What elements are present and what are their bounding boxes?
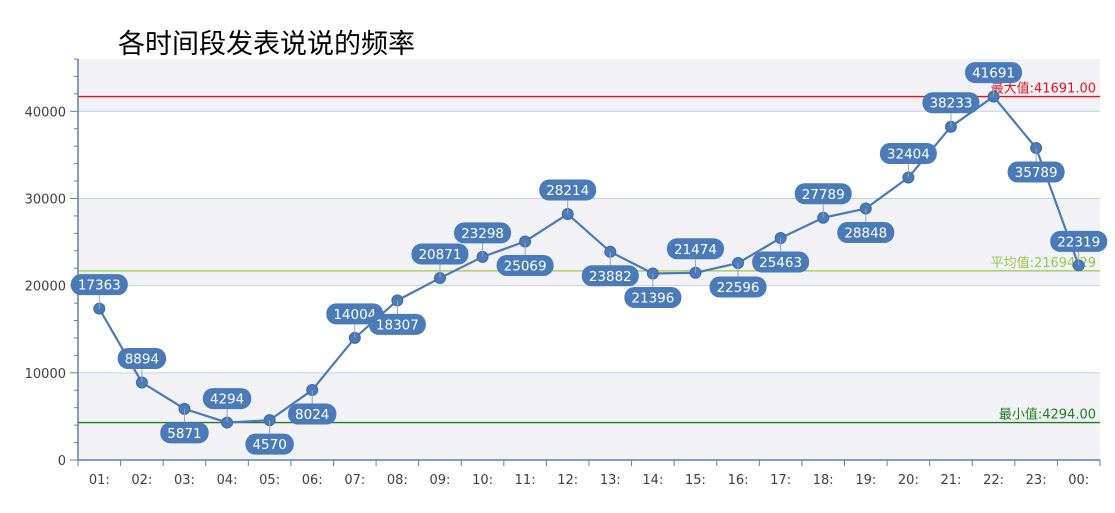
data-label: 22319: [1057, 234, 1100, 250]
y-tick-label: 20000: [25, 280, 66, 295]
data-label: 28848: [844, 226, 887, 242]
data-label-box: [624, 286, 682, 308]
data-label: 23298: [461, 226, 504, 242]
data-label: 21396: [631, 290, 674, 306]
x-tick-label: 02:: [131, 473, 152, 488]
x-tick-label: 11:: [515, 473, 536, 488]
data-label-box: [326, 303, 384, 325]
data-label: 28214: [546, 183, 589, 199]
x-tick-label: 12:: [557, 473, 578, 488]
x-tick-label: 17:: [770, 473, 791, 488]
chart-title: 各时间段发表说说的频率: [118, 29, 415, 60]
reference-line-label: 平均值:21694.29: [991, 255, 1096, 271]
plot-band: [78, 372, 1100, 460]
data-label-box: [117, 347, 167, 369]
data-label-box: [539, 179, 597, 201]
data-label-box: [709, 276, 767, 298]
y-tick-label: 40000: [25, 105, 66, 120]
x-tick-label: 21:: [940, 473, 961, 488]
data-label: 18307: [376, 317, 419, 333]
plot-bands: [78, 59, 1100, 460]
reference-line-label: 最小值:4294.00: [999, 407, 1096, 423]
x-tick-label: 16:: [728, 473, 749, 488]
data-label-box: [160, 422, 209, 444]
x-tick-label: 04:: [217, 473, 238, 488]
data-label: 14004: [333, 307, 376, 323]
data-label: 38233: [929, 96, 972, 112]
x-tick-label: 09:: [429, 473, 450, 488]
x-tick-label: 22:: [983, 473, 1004, 488]
x-tick-label: 19:: [855, 473, 876, 488]
data-label-box: [666, 238, 724, 260]
data-label-box: [837, 222, 895, 244]
data-label: 4570: [252, 437, 286, 453]
x-tick-label: 01:: [89, 473, 110, 488]
y-tick-label: 10000: [25, 367, 66, 382]
series-path: [98, 95, 1080, 424]
y-tick-label: 30000: [25, 192, 66, 207]
data-label-box: [965, 62, 1023, 84]
y-tick-label: 0: [58, 454, 66, 469]
x-tick-label: 03:: [174, 473, 195, 488]
x-tick-label: 08:: [387, 473, 408, 488]
x-tick-label: 00:: [1068, 473, 1089, 488]
data-label: 21474: [674, 242, 717, 258]
x-tick-label: 10:: [472, 473, 493, 488]
data-label-box: [70, 274, 128, 296]
data-label: 22596: [717, 280, 760, 296]
data-label: 20871: [418, 247, 461, 263]
data-label-box: [245, 433, 294, 455]
data-label-box: [496, 254, 554, 276]
x-tick-label: 18:: [813, 473, 834, 488]
data-label-box: [288, 403, 337, 425]
data-label-box: [581, 265, 639, 287]
data-label: 8024: [295, 407, 329, 423]
data-label-box: [1050, 230, 1108, 252]
x-tick-label: 13:: [600, 473, 621, 488]
data-label-box: [1007, 161, 1065, 183]
x-tick-label: 14:: [642, 473, 663, 488]
reference-lines: 最大值:41691.00 平均值:21694.29 最小值:4294.00: [78, 81, 1100, 424]
x-tick-label: 07:: [344, 473, 365, 488]
x-tick-label: 23:: [1026, 473, 1047, 488]
data-label: 25463: [759, 255, 802, 271]
x-tick-label: 20:: [898, 473, 919, 488]
reference-line-label: 最大值:41691.00: [991, 81, 1096, 97]
x-tick-label: 15:: [685, 473, 706, 488]
data-label: 23882: [589, 269, 632, 285]
data-label-box: [454, 222, 512, 244]
data-label: 25069: [504, 258, 547, 274]
data-label: 4294: [210, 392, 244, 408]
data-label: 35789: [1015, 165, 1058, 181]
data-label: 27789: [802, 187, 845, 203]
data-label: 32404: [887, 147, 930, 163]
data-label: 5871: [167, 426, 201, 442]
data-label: 41691: [972, 66, 1015, 82]
data-label-box: [368, 313, 426, 335]
data-label: 8894: [125, 351, 159, 367]
data-label-box: [922, 92, 980, 114]
data-label-box: [752, 251, 810, 273]
axes: 0 10000 20000 30000 40000 01: 02: 03: 04: 05: 06: 0…: [25, 58, 1101, 488]
data-label-box: [202, 388, 252, 410]
data-label-box: [794, 183, 852, 205]
x-tick-label: 05:: [259, 473, 280, 488]
data-label: 17363: [78, 278, 121, 294]
x-tick-label: 06:: [302, 473, 323, 488]
data-label-box: [879, 143, 937, 165]
data-label-box: [411, 243, 469, 265]
